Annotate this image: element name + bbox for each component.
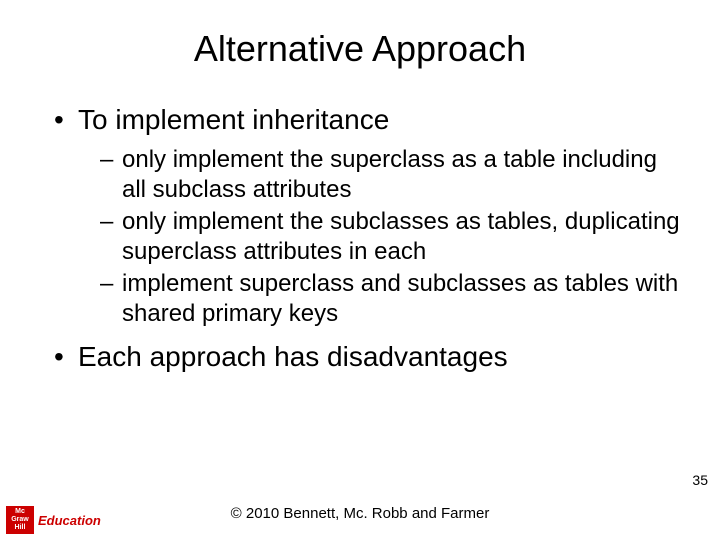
slide-container: Alternative Approach To implement inheri… bbox=[0, 0, 720, 540]
bullet-level1: To implement inheritance bbox=[50, 102, 680, 137]
logo-text: Education bbox=[38, 513, 101, 528]
logo-line: Hill bbox=[15, 524, 26, 532]
slide-content: To implement inheritance only implement … bbox=[40, 102, 680, 374]
bullet-level2: implement superclass and subclasses as t… bbox=[50, 269, 680, 329]
publisher-logo: Mc Graw Hill Education bbox=[6, 506, 101, 534]
logo-line: Mc bbox=[15, 508, 25, 516]
bullet-level2: only implement the superclass as a table… bbox=[50, 145, 680, 205]
slide-title: Alternative Approach bbox=[40, 28, 680, 70]
bullet-level1: Each approach has disadvantages bbox=[50, 339, 680, 374]
logo-line: Graw bbox=[11, 516, 29, 524]
mcgraw-hill-icon: Mc Graw Hill bbox=[6, 506, 34, 534]
copyright-text: © 2010 Bennett, Mc. Robb and Farmer bbox=[0, 505, 720, 522]
bullet-level2: only implement the subclasses as tables,… bbox=[50, 207, 680, 267]
page-number: 35 bbox=[692, 472, 708, 488]
